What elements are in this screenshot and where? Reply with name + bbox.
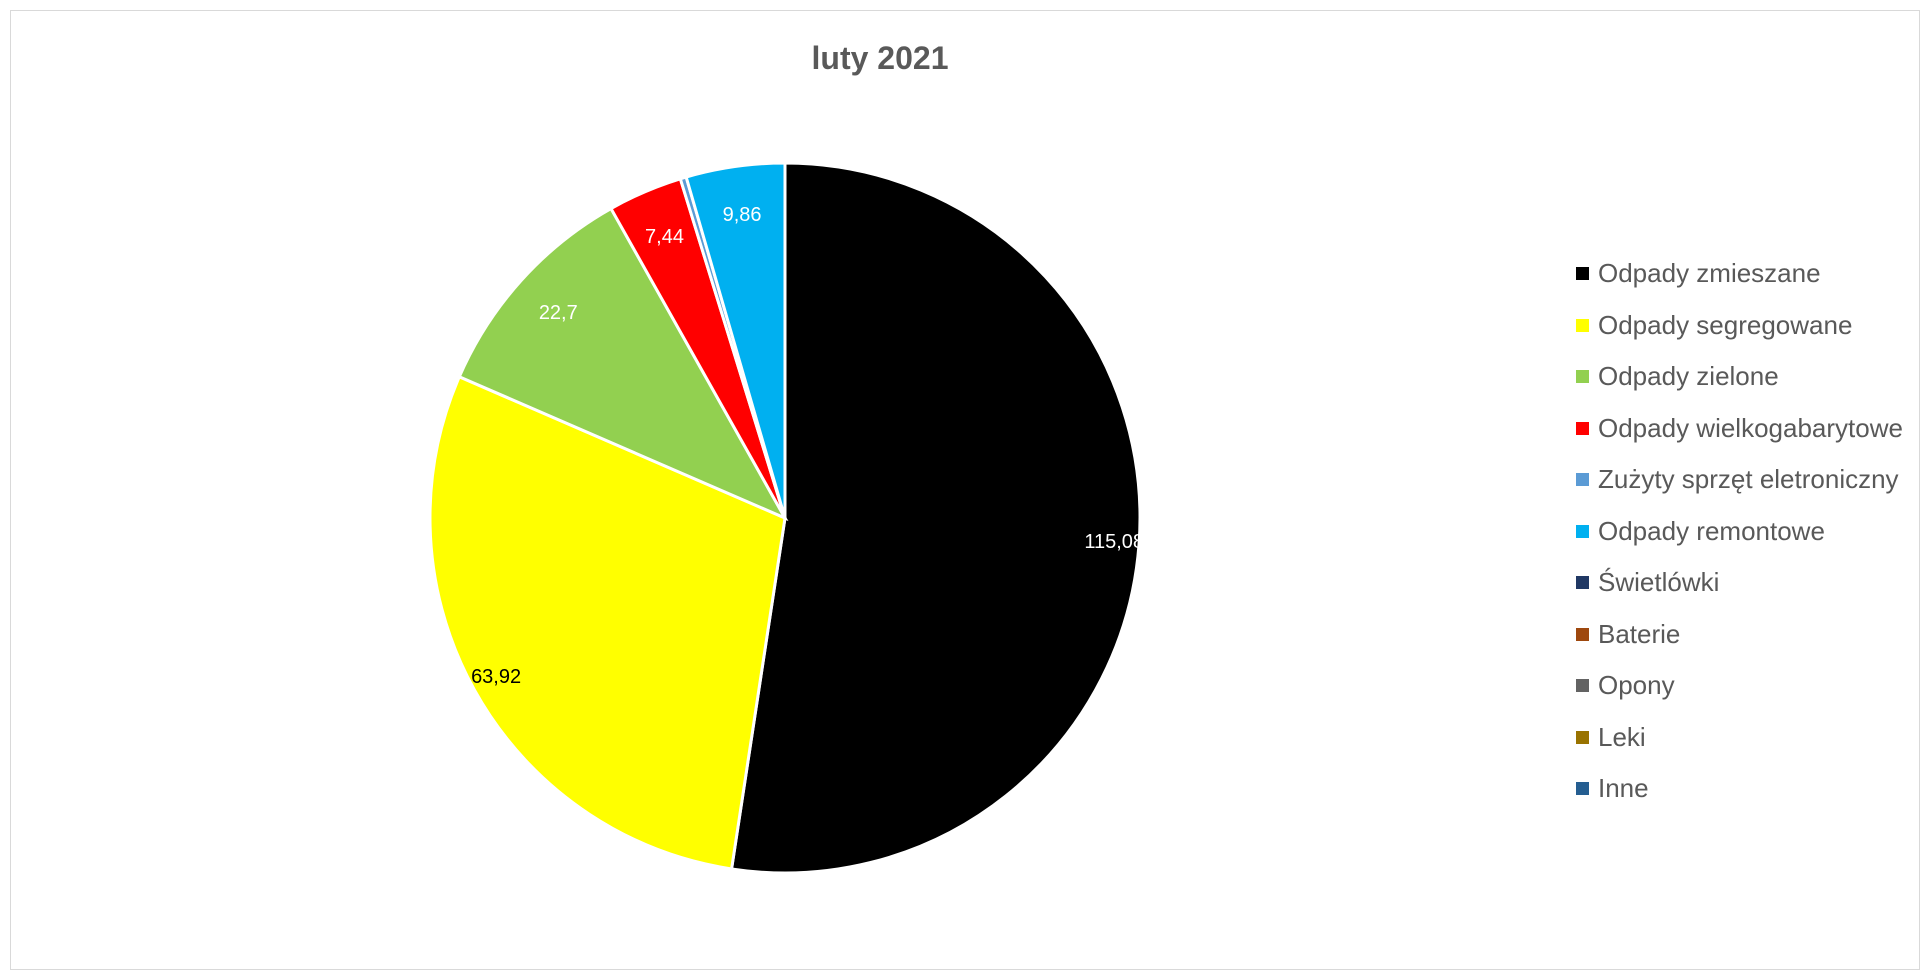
legend-item-6: Świetlówki	[1576, 557, 1903, 609]
legend-swatch-5	[1576, 524, 1589, 538]
pie-slice-5	[684, 161, 787, 519]
legend-label-5: Odpady remontowe	[1598, 515, 1825, 546]
legend-label-7: Baterie	[1598, 618, 1681, 649]
data-label-2: 22,7	[539, 302, 578, 324]
legend-label-8: Opony	[1598, 670, 1675, 701]
data-label-1: 63,92	[471, 666, 521, 688]
legend-item-7: Baterie	[1576, 609, 1903, 661]
chart-title: luty 2021	[811, 40, 949, 76]
legend: Odpady zmieszane Odpady segregowane Odpady…	[1576, 248, 1903, 815]
legend-label-9: Leki	[1598, 721, 1646, 752]
legend-label-10: Inne	[1598, 773, 1649, 804]
legend-swatch-0	[1576, 267, 1589, 281]
legend-swatch-2	[1576, 370, 1589, 384]
data-label-3: 7,44	[645, 226, 684, 248]
legend-swatch-4	[1576, 473, 1589, 487]
legend-item-8: Opony	[1576, 660, 1903, 712]
data-label-5: 9,86	[723, 204, 762, 226]
legend-swatch-8	[1576, 679, 1589, 693]
legend-swatch-1	[1576, 318, 1589, 332]
pie-slice-1	[428, 374, 787, 871]
legend-swatch-9	[1576, 730, 1589, 744]
legend-item-5: Odpady remontowe	[1576, 506, 1903, 558]
legend-item-2: Odpady zielone	[1576, 351, 1903, 403]
legend-item-0: Odpady zmieszane	[1576, 248, 1903, 300]
legend-item-10: Inne	[1576, 763, 1903, 815]
legend-item-3: Odpady wielkogabarytowe	[1576, 403, 1903, 455]
legend-item-1: Odpady segregowane	[1576, 300, 1903, 352]
legend-label-6: Świetlówki	[1598, 567, 1720, 598]
data-label-0: 115,08	[1084, 531, 1144, 553]
legend-label-1: Odpady segregowane	[1598, 309, 1853, 340]
pie-slice-0	[729, 161, 1142, 875]
legend-label-2: Odpady zielone	[1598, 361, 1779, 392]
legend-label-4: Zużyty sprzęt eletroniczny	[1598, 464, 1899, 495]
legend-swatch-7	[1576, 627, 1589, 641]
pie-slice-2	[457, 206, 789, 522]
legend-item-4: Zużyty sprzęt eletroniczny	[1576, 454, 1903, 506]
legend-swatch-10	[1576, 782, 1589, 796]
legend-swatch-6	[1576, 576, 1589, 590]
legend-item-9: Leki	[1576, 712, 1903, 764]
legend-label-0: Odpady zmieszane	[1598, 258, 1821, 289]
legend-swatch-3	[1576, 421, 1589, 435]
legend-label-3: Odpady wielkogabarytowe	[1598, 412, 1903, 443]
